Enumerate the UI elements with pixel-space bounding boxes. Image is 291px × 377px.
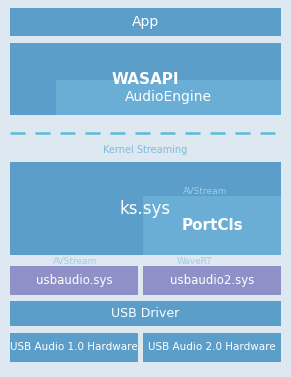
Bar [143,266,281,295]
Text: USB Driver: USB Driver [111,307,180,320]
Text: AVStream: AVStream [183,187,227,196]
Bar [10,162,281,255]
Text: USB Audio 1.0 Hardware: USB Audio 1.0 Hardware [10,342,138,352]
Bar [10,301,281,326]
Bar [56,80,281,115]
Text: App: App [132,15,159,29]
Text: Kernel Streaming: Kernel Streaming [103,145,187,155]
Bar [143,196,281,255]
Text: AVStream: AVStream [53,256,97,265]
Text: AudioEngine: AudioEngine [125,90,212,104]
Bar [143,333,281,362]
Text: usbaudio2.sys: usbaudio2.sys [170,274,254,287]
Text: ks.sys: ks.sys [120,199,171,218]
Text: usbaudio.sys: usbaudio.sys [36,274,112,287]
Text: WASAPI: WASAPI [112,72,179,86]
Bar [10,43,281,115]
Bar [10,8,281,36]
Text: USB Audio 2.0 Hardware: USB Audio 2.0 Hardware [148,342,276,352]
Bar [10,333,138,362]
Text: WaveRT: WaveRT [177,256,213,265]
Bar [10,266,138,295]
Text: PortCls: PortCls [181,218,243,233]
